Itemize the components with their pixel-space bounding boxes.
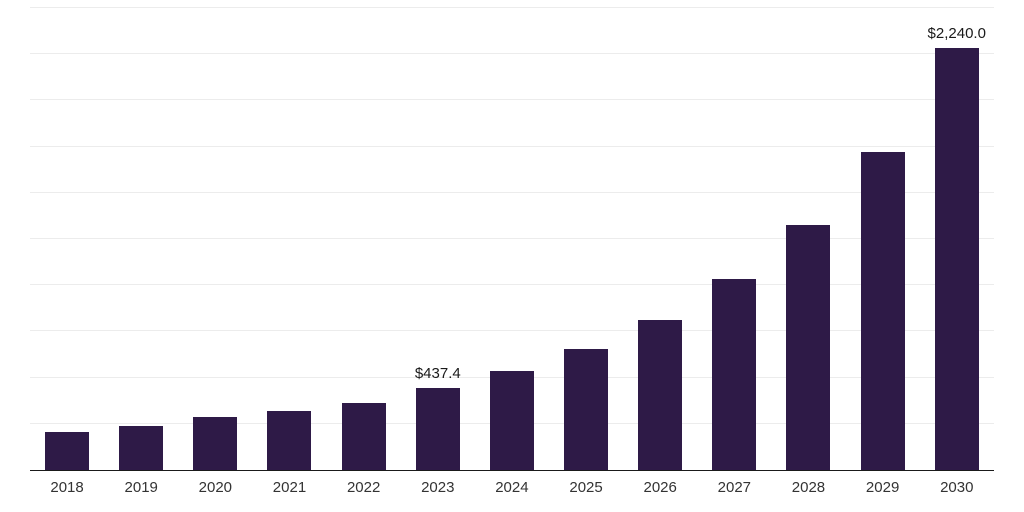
bar-group-2021 xyxy=(267,8,312,470)
x-tick-2020: 2020 xyxy=(198,479,233,496)
x-tick-2028: 2028 xyxy=(791,479,826,496)
x-tick-2024: 2024 xyxy=(495,479,529,496)
bar-2024 xyxy=(489,371,534,470)
x-tick-2023: 2023 xyxy=(421,479,455,496)
bar-2021 xyxy=(267,410,312,470)
bar-2018 xyxy=(45,432,90,470)
x-tick-2027: 2027 xyxy=(717,479,752,496)
bar-group-2030: $2,240.0 xyxy=(928,8,986,470)
data-label-2023: $437.4 xyxy=(414,364,461,382)
bar-group-2025 xyxy=(564,8,609,470)
bar-2020 xyxy=(193,417,238,470)
bar-2030 xyxy=(934,47,979,470)
bar-2026 xyxy=(638,320,683,470)
data-label-2030: $2,240.0 xyxy=(927,24,986,42)
bar-group-2018 xyxy=(45,8,90,470)
x-tick-2019: 2019 xyxy=(124,479,158,496)
plot-area: $437.4 $2,240.0 xyxy=(30,7,994,471)
x-axis: 2018 2019 2020 2021 2022 2023 2024 2025 2026 2027… xyxy=(30,479,994,496)
x-tick-2025: 2025 xyxy=(569,479,603,496)
x-tick-2018: 2018 xyxy=(50,479,84,496)
bar-group-2020 xyxy=(193,8,238,470)
bar-2019 xyxy=(119,426,164,470)
x-tick-2021: 2021 xyxy=(272,479,307,496)
bar-2027 xyxy=(712,279,757,470)
bar-2022 xyxy=(341,403,386,470)
bar-2025 xyxy=(564,349,609,470)
bar-group-2022 xyxy=(341,8,386,470)
bar-group-2024 xyxy=(489,8,534,470)
bar-group-2026 xyxy=(638,8,683,470)
bar-2023 xyxy=(415,387,460,470)
bar-group-2023: $437.4 xyxy=(414,8,461,470)
bar-group-2027 xyxy=(712,8,757,470)
bar-group-2029 xyxy=(860,8,905,470)
bar-group-2028 xyxy=(786,8,831,470)
x-tick-2029: 2029 xyxy=(865,479,900,496)
bar-2029 xyxy=(860,152,905,470)
bar-series: $437.4 $2,240.0 xyxy=(30,8,994,470)
bar-group-2019 xyxy=(119,8,164,470)
x-tick-2022: 2022 xyxy=(346,479,381,496)
x-tick-2030: 2030 xyxy=(940,479,974,496)
bar-2028 xyxy=(786,224,831,470)
x-tick-2026: 2026 xyxy=(643,479,677,496)
